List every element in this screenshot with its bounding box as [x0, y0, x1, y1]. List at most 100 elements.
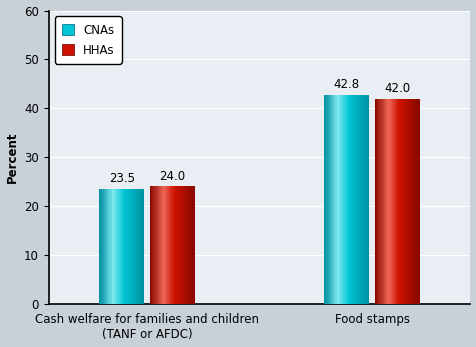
- Bar: [186, 186, 187, 304]
- Bar: [355, 95, 356, 304]
- Bar: [356, 95, 357, 304]
- Bar: [329, 95, 330, 304]
- Bar: [346, 95, 347, 304]
- Bar: [150, 186, 151, 304]
- Bar: [392, 99, 393, 304]
- Bar: [411, 99, 412, 304]
- Bar: [331, 95, 332, 304]
- Bar: [194, 186, 195, 304]
- Bar: [338, 95, 339, 304]
- Bar: [156, 186, 157, 304]
- Bar: [414, 99, 416, 304]
- Bar: [159, 186, 160, 304]
- Text: 42.0: 42.0: [384, 82, 410, 95]
- Bar: [117, 189, 119, 304]
- Bar: [361, 95, 363, 304]
- Bar: [161, 186, 162, 304]
- Bar: [162, 186, 163, 304]
- Bar: [193, 186, 194, 304]
- Bar: [124, 189, 125, 304]
- Bar: [389, 99, 391, 304]
- Bar: [397, 99, 398, 304]
- Bar: [142, 189, 143, 304]
- Bar: [375, 99, 376, 304]
- Bar: [363, 95, 364, 304]
- Bar: [181, 186, 182, 304]
- Bar: [337, 95, 338, 304]
- Bar: [174, 186, 175, 304]
- Bar: [112, 189, 113, 304]
- Bar: [129, 189, 131, 304]
- Bar: [134, 189, 135, 304]
- Bar: [153, 186, 154, 304]
- Bar: [383, 99, 384, 304]
- Bar: [343, 95, 345, 304]
- Bar: [384, 99, 385, 304]
- Bar: [154, 186, 156, 304]
- Bar: [158, 186, 159, 304]
- Bar: [178, 186, 179, 304]
- Bar: [332, 95, 333, 304]
- Bar: [360, 95, 361, 304]
- Bar: [413, 99, 414, 304]
- Bar: [347, 95, 348, 304]
- Bar: [106, 189, 107, 304]
- Bar: [380, 99, 382, 304]
- Bar: [377, 99, 378, 304]
- Bar: [336, 95, 337, 304]
- Bar: [407, 99, 408, 304]
- Bar: [345, 95, 346, 304]
- Bar: [401, 99, 402, 304]
- Bar: [339, 95, 340, 304]
- Bar: [176, 186, 177, 304]
- Bar: [133, 189, 134, 304]
- Bar: [395, 99, 396, 304]
- Bar: [123, 189, 124, 304]
- Bar: [140, 189, 141, 304]
- Bar: [179, 186, 180, 304]
- Bar: [408, 99, 410, 304]
- Bar: [333, 95, 334, 304]
- Bar: [327, 95, 329, 304]
- Bar: [121, 189, 122, 304]
- Bar: [334, 95, 336, 304]
- Bar: [382, 99, 383, 304]
- Bar: [387, 99, 388, 304]
- Bar: [114, 189, 115, 304]
- Bar: [404, 99, 405, 304]
- Bar: [113, 189, 114, 304]
- Bar: [135, 189, 137, 304]
- Bar: [185, 186, 186, 304]
- Bar: [393, 99, 394, 304]
- Bar: [386, 99, 387, 304]
- Bar: [396, 99, 397, 304]
- Bar: [416, 99, 417, 304]
- Bar: [166, 186, 167, 304]
- Bar: [126, 189, 128, 304]
- Bar: [143, 189, 144, 304]
- Bar: [349, 95, 350, 304]
- Bar: [341, 95, 342, 304]
- Bar: [348, 95, 349, 304]
- Bar: [366, 95, 367, 304]
- Bar: [103, 189, 104, 304]
- Bar: [419, 99, 420, 304]
- Text: 23.5: 23.5: [109, 172, 135, 185]
- Bar: [105, 189, 106, 304]
- Bar: [165, 186, 166, 304]
- Bar: [160, 186, 161, 304]
- Bar: [110, 189, 112, 304]
- Bar: [141, 189, 142, 304]
- Bar: [340, 95, 341, 304]
- Bar: [358, 95, 359, 304]
- Bar: [187, 186, 188, 304]
- Bar: [119, 189, 121, 304]
- Bar: [391, 99, 392, 304]
- Bar: [175, 186, 176, 304]
- Bar: [412, 99, 413, 304]
- Bar: [402, 99, 403, 304]
- Bar: [188, 186, 189, 304]
- Bar: [131, 189, 132, 304]
- Bar: [357, 95, 358, 304]
- Bar: [171, 186, 172, 304]
